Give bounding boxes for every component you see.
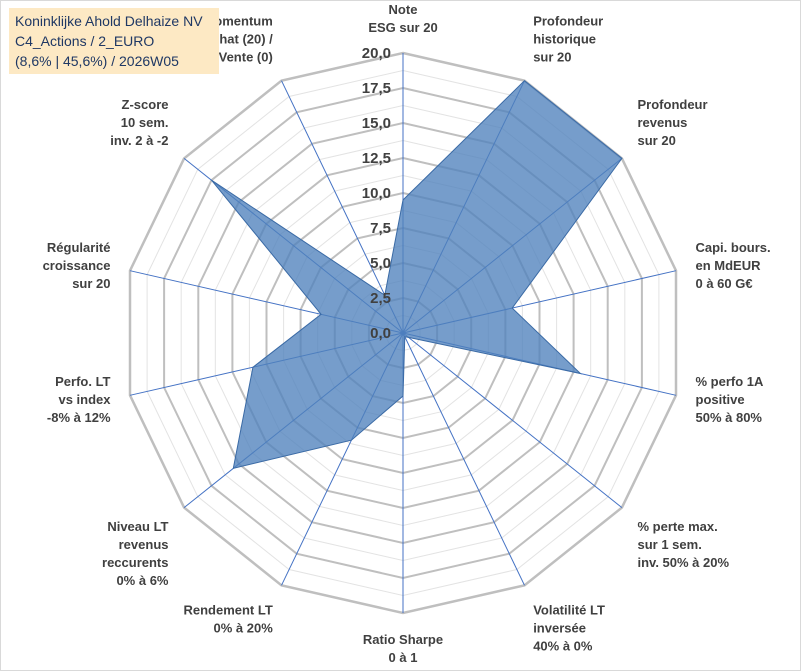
axis-label-line: Rendement LT [183,602,272,617]
axis-label-line: inv. 50% à 20% [638,555,730,570]
axis-label-line: 50% à 80% [696,410,763,425]
axis-label: Perfo. LT vs index -8% à 12% [47,374,111,425]
radial-tick-label: 7,5 [370,220,391,237]
axis-label-line: revenus [119,537,169,552]
axis-label: % perfo 1A positive 50% à 80% [696,374,765,425]
radial-tick-labels: 0,0 2,5 5,0 7,5 10,0 12,5 15,0 17,5 20,0 [362,45,391,342]
axis-label-line: revenus [638,115,688,130]
axis-label: Z-score 10 sem. inv. 2 à -2 [110,97,168,148]
radial-tick-label: 20,0 [362,45,391,62]
axis-label-line: Capi. bours. [696,240,771,255]
axis-label-line: sur 20 [533,50,571,65]
axis-label-line: Régularité [47,240,111,255]
radial-tick-label: 15,0 [362,115,391,132]
axis-spoke [402,332,623,508]
axis-label: % perte max. sur 1 sem. inv. 50% à 20% [638,519,730,570]
radial-tick-label: 0,0 [370,325,391,342]
radial-tick-label: 5,0 [370,255,391,272]
axis-label-line: historique [533,32,596,47]
axis-label-line: % perte max. [638,519,718,534]
axis-label-line: Perfo. LT [55,374,110,389]
axis-label-line: en MdEUR [696,258,762,273]
axis-label-line: reccurents [102,555,168,570]
axis-label-line: Vente (0) [219,50,273,65]
axis-label: Profondeur historique sur 20 [533,14,603,65]
axis-label-line: Ratio Sharpe [363,632,443,647]
axis-label-line: Achat (20) / [203,32,273,47]
axis-label: Rendement LT 0% à 20% [183,602,273,635]
axis-label-line: 0 à 1 [389,650,418,665]
axis-label-line: sur 20 [72,276,110,291]
axis-label-line: 0% à 20% [214,620,274,635]
axis-spoke [402,332,525,586]
axis-label: Niveau LT revenus reccurents 0% à 6% [102,519,169,588]
title-company: Koninklijke Ahold Delhaize NV [15,13,203,29]
axis-label-line: % perfo 1A [696,374,765,389]
axis-label-line: sur 20 [638,133,676,148]
axis-label-line: Z-score [122,97,169,112]
axis-spoke [281,80,404,334]
axis-label-line: ESG sur 20 [368,20,437,35]
radar-series [211,80,623,469]
axis-label-line: Profondeur [638,97,708,112]
series-area [211,80,623,469]
chart-title-box: Koninklijke Ahold Delhaize NV C4_Actions… [9,8,219,74]
axis-label-line: -8% à 12% [47,410,111,425]
axis-label-line: Note [389,2,418,17]
axis-label: Ratio Sharpe 0 à 1 [363,632,443,665]
axis-label: Profondeur revenus sur 20 [638,97,708,148]
axis-label-line: Profondeur [533,14,603,29]
axis-label: Volatilité LT inversée 40% à 0% [533,602,605,653]
radial-tick-label: 12,5 [362,150,391,167]
radial-tick-label: 2,5 [370,290,391,307]
axis-label-line: 0 à 60 G€ [696,276,753,291]
axis-label-line: inv. 2 à -2 [110,133,168,148]
axis-label-line: 0% à 6% [116,573,168,588]
axis-label-line: sur 1 sem. [638,537,702,552]
radial-tick-label: 17,5 [362,80,391,97]
axis-label-line: 40% à 0% [533,638,593,653]
axis-label-line: 10 sem. [121,115,169,130]
axis-label-line: Momentum [203,14,272,29]
axis-label: Capi. bours. en MdEUR 0 à 60 G€ [696,240,771,291]
axis-label-line: Volatilité LT [533,602,605,617]
axis-label: Régularité croissance sur 20 [43,240,111,291]
axis-labels: Note ESG sur 20 Profondeur historique sur 20… [43,2,771,665]
axis-label-line: croissance [43,258,111,273]
axis-label-line: positive [696,392,745,407]
axis-label-line: Niveau LT [107,519,168,534]
axis-label-line: vs index [58,392,111,407]
title-category: C4_Actions / 2_EURO [15,33,155,49]
axis-label: Note ESG sur 20 [368,2,437,35]
title-stats: (8,6% | 45,6%) / 2026W05 [15,53,179,69]
axis-label-line: inversée [533,620,586,635]
radial-tick-label: 10,0 [362,185,391,202]
axis-label: Momentum Achat (20) / Vente (0) [203,14,273,65]
